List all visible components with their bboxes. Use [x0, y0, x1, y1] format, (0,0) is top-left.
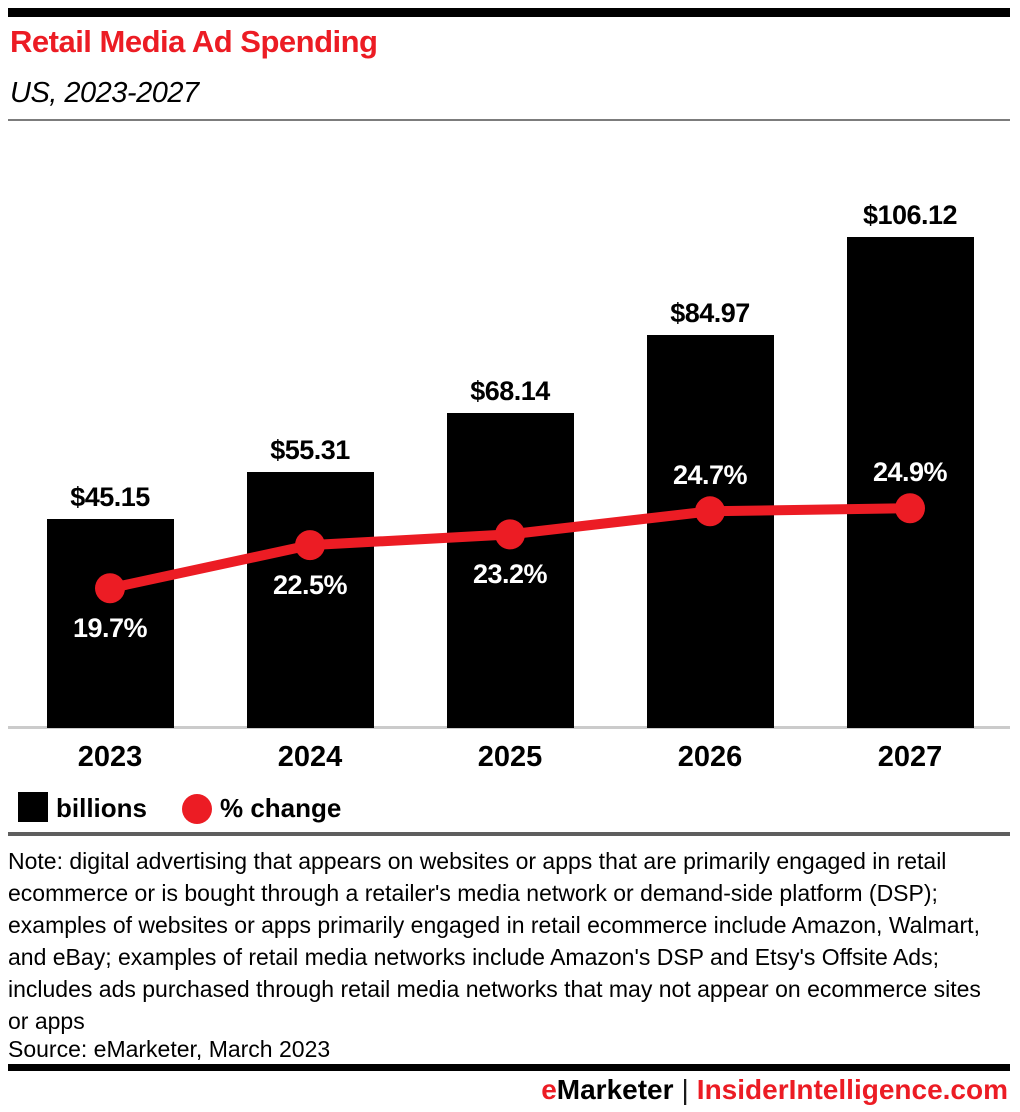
header-divider: [8, 119, 1010, 121]
bar-value-label-2025: $68.14: [470, 375, 550, 406]
x-tick-2026: 2026: [677, 741, 743, 773]
pct-change-label-2026: 24.7%: [672, 460, 748, 491]
chart-subtitle: US, 2023-2027: [10, 77, 199, 109]
brand-rest: Marketer: [556, 1074, 674, 1105]
x-tick-2025: 2025: [477, 741, 543, 773]
pct-change-label-2027: 24.9%: [872, 457, 948, 488]
bar-value-label-2027: $106.12: [862, 199, 958, 230]
chart-title: Retail Media Ad Spending: [10, 24, 378, 59]
footer-accent-bar: [8, 1064, 1010, 1071]
line-series-swatch: [182, 794, 212, 824]
bar-value-label-2023: $45.15: [70, 482, 150, 513]
bar-value-label-2024: $55.31: [270, 435, 350, 466]
brand-e: e: [541, 1074, 557, 1105]
source-text: Source: eMarketer, March 2023: [8, 1036, 331, 1062]
bar-value-label-2026: $84.97: [670, 297, 750, 328]
bar-series-swatch: [18, 792, 48, 822]
note-text: Note: digital advertising that appears o…: [8, 848, 981, 1034]
footer-site-link: InsiderIntelligence.com: [696, 1074, 1008, 1105]
top-accent-bar: [8, 8, 1010, 17]
bar-2024: [246, 472, 374, 728]
bar-series-label: billions: [56, 793, 147, 823]
pct-change-label-2024: 22.5%: [272, 570, 348, 601]
footer-separator: |: [681, 1074, 689, 1105]
line-series-label: % change: [220, 793, 342, 823]
bar-2027: [846, 236, 974, 728]
combo-chart: $45.15 2023 19.7% $55.31 2024 22.5% $68.14 2025…: [8, 199, 1010, 773]
x-tick-2027: 2027: [877, 741, 943, 773]
bar-2026: [646, 334, 774, 728]
footer-branding: eMarketer | InsiderIntelligence.com: [541, 1075, 1008, 1105]
pct-change-label-2025: 23.2%: [472, 559, 548, 590]
pct-change-label-2023: 19.7%: [72, 613, 148, 644]
x-tick-2024: 2024: [277, 741, 343, 773]
x-tick-2023: 2023: [77, 741, 143, 773]
legend-divider: [8, 832, 1010, 836]
